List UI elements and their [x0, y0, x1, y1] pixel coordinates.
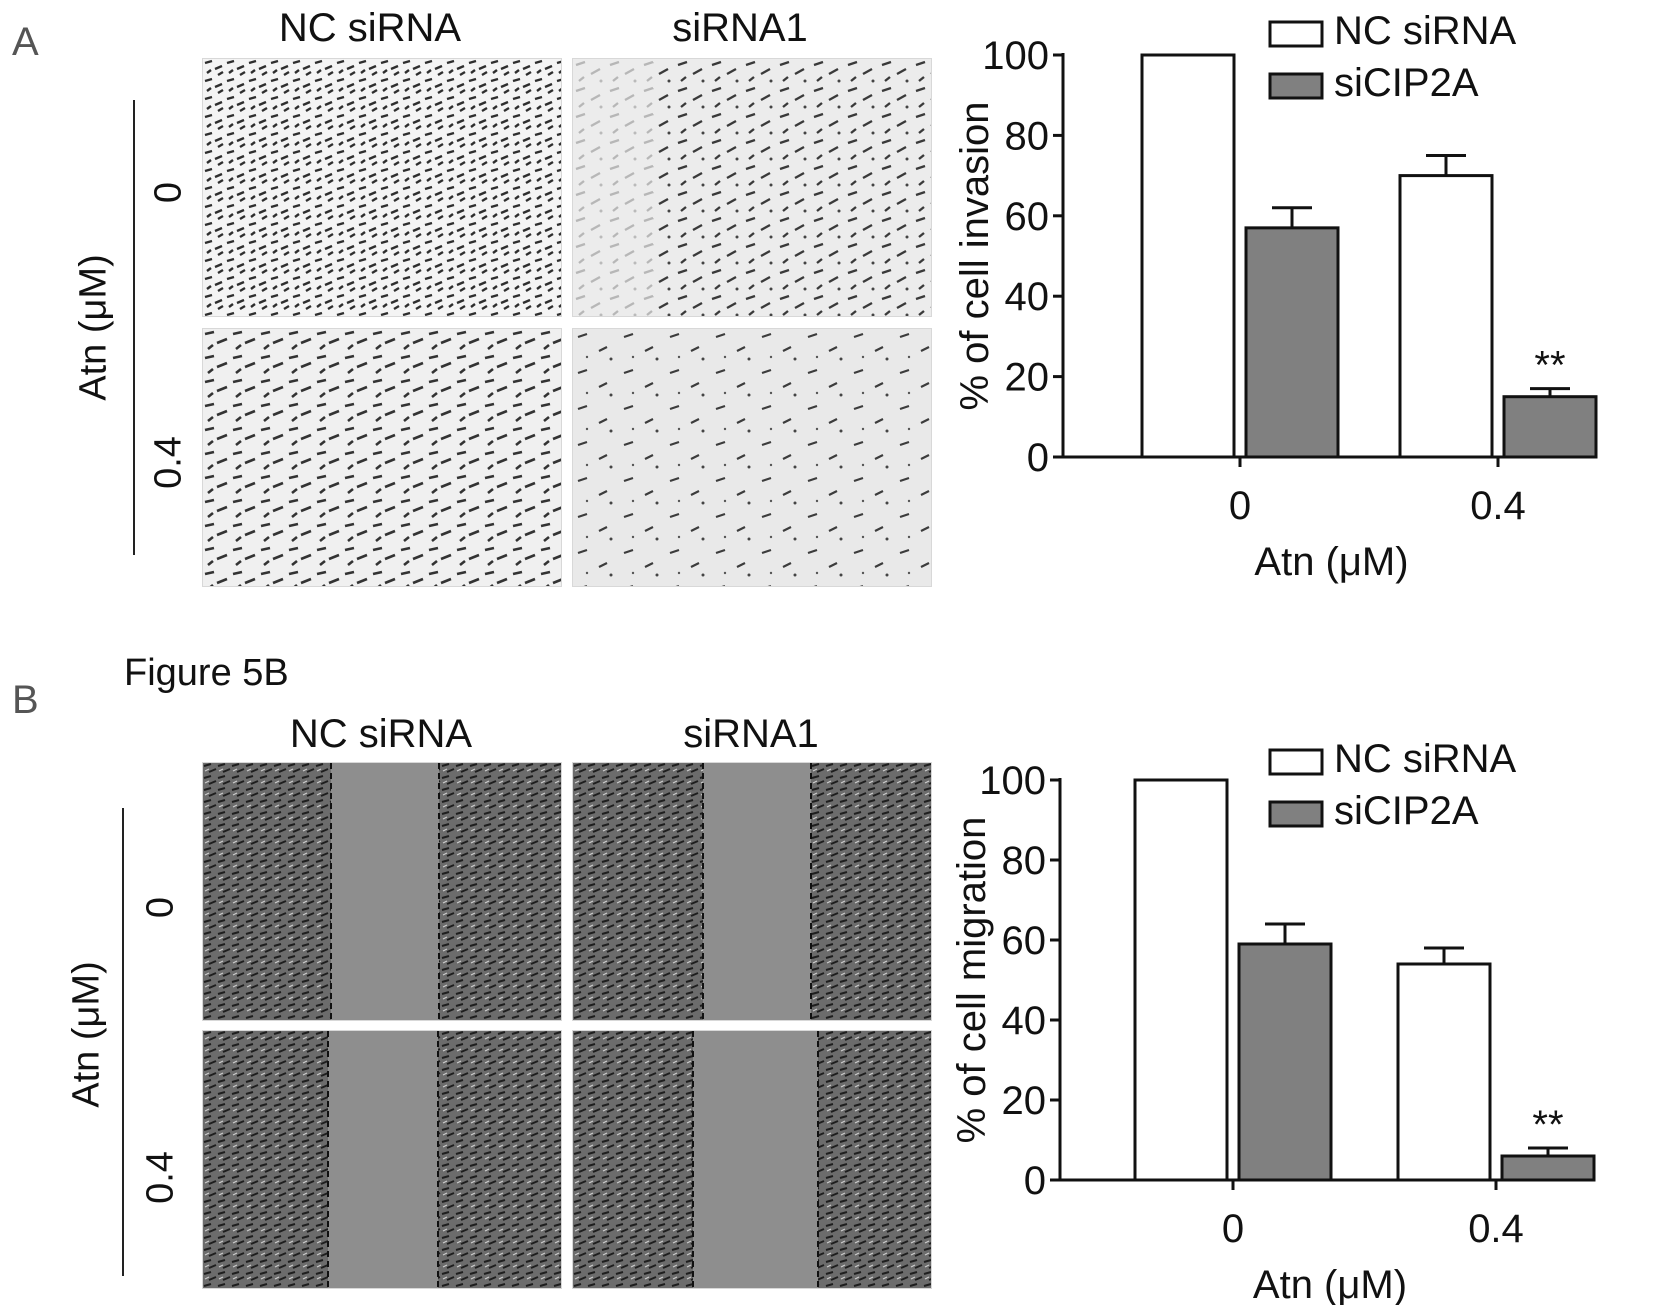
- micrograph-invasion-sirna1-0: [572, 58, 932, 317]
- chart0-legend-swatch-nc-sirna: [1268, 20, 1324, 48]
- column-title-sirna1: siRNA1: [672, 6, 808, 50]
- panel-letter-b: B: [12, 678, 39, 722]
- row-group-bracket: [133, 100, 135, 555]
- chart0-bar-sicip2a-0-4: [1502, 395, 1598, 459]
- chart0-y-tick-label-40: 40: [1005, 275, 1050, 319]
- micrograph-migration-nc-0: [202, 762, 562, 1021]
- chart1-legend-label-nc-sirna: NC siRNA: [1334, 737, 1517, 781]
- micrograph-invasion-nc-0: [202, 58, 562, 317]
- chart1-x-tick-label-0: 0: [1222, 1207, 1244, 1251]
- micrograph-invasion-sirna1-0-4: [572, 328, 932, 587]
- chart0-legend-swatch-sicip2a: [1268, 72, 1324, 100]
- chart1-bar-sicip2a-0-4: [1500, 1154, 1596, 1182]
- chart1-y-axis-label: % of cell migration: [950, 817, 994, 1144]
- chart0-significance-annotation-0: **: [1534, 344, 1565, 388]
- row-group-bracket-b: [122, 808, 124, 1276]
- chart0-bar-nc-sirna-0-4: [1398, 174, 1494, 459]
- chart1-y-tick-label-20: 20: [1002, 1079, 1047, 1123]
- micrograph-migration-nc-0-4: [202, 1030, 562, 1289]
- figure-caption: Figure 5B: [124, 652, 289, 694]
- chart1-bar-nc-sirna-0-4: [1396, 962, 1492, 1182]
- micrograph-invasion-nc-0-4: [202, 328, 562, 587]
- chart1-legend-swatch-nc-sirna: [1268, 748, 1324, 776]
- chart1-x-tick-label-0-4: 0.4: [1468, 1207, 1524, 1251]
- row-label-0-b: 0: [139, 896, 182, 919]
- panel-letter-a: A: [12, 20, 39, 64]
- chart1-x-axis-label: Atn (μM): [1253, 1263, 1407, 1305]
- row-group-label-b: Atn (μM): [65, 961, 108, 1108]
- chart0-y-tick-label-100: 100: [982, 34, 1049, 78]
- chart1-y-tick-label-60: 60: [1002, 919, 1047, 963]
- chart0-x-axis-label: Atn (μM): [1254, 540, 1408, 584]
- chart0-y-tick-label-0: 0: [1027, 436, 1049, 480]
- chart0-bar-sicip2a-0: [1244, 226, 1340, 459]
- micrograph-migration-sirna1-0: [572, 762, 932, 1021]
- row-label-0-4: 0.4: [147, 436, 190, 489]
- chart1-legend-swatch-sicip2a: [1268, 800, 1324, 828]
- row-group-label: Atn (μM): [72, 254, 115, 401]
- chart0-y-tick-label-60: 60: [1005, 195, 1050, 239]
- chart1-significance-annotation-0: **: [1532, 1103, 1563, 1147]
- chart1-y-tick-label-100: 100: [979, 759, 1046, 803]
- row-label-0-4-b: 0.4: [139, 1151, 182, 1204]
- chart1-legend-label-sicip2a: siCIP2A: [1334, 789, 1479, 833]
- migration-bar-chart: 0 20 40 60 80 100 0 0.4 ** Atn (μM) % of cell migr…: [950, 737, 1596, 1305]
- column-title-sirna1-b: siRNA1: [683, 712, 819, 756]
- chart0-y-tick-label-80: 80: [1005, 114, 1050, 158]
- chart1-bar-nc-sirna-0: [1133, 778, 1229, 1182]
- chart0-y-axis-label: % of cell invasion: [953, 101, 997, 410]
- row-label-0: 0: [147, 181, 190, 204]
- column-title-nc-sirna-b: NC siRNA: [289, 712, 473, 756]
- chart0-legend-label-sicip2a: siCIP2A: [1334, 61, 1479, 105]
- chart1-y-tick-label-80: 80: [1002, 839, 1047, 883]
- chart0-x-tick-label-0-4: 0.4: [1470, 484, 1526, 528]
- invasion-bar-chart: 0 20 40 60 80 100 0 0.4 ** Atn (μM) % of cell inva…: [953, 9, 1598, 584]
- micrograph-migration-sirna1-0-4: [572, 1030, 932, 1289]
- chart0-bar-nc-sirna-0: [1140, 53, 1236, 459]
- chart1-bar-sicip2a-0: [1237, 942, 1333, 1182]
- chart0-legend-label-nc-sirna: NC siRNA: [1334, 9, 1517, 53]
- column-title-nc-sirna: NC siRNA: [278, 6, 462, 50]
- chart0-x-tick-label-0: 0: [1229, 484, 1251, 528]
- chart0-y-tick-label-20: 20: [1005, 356, 1050, 400]
- chart1-y-tick-label-0: 0: [1024, 1159, 1046, 1203]
- chart1-y-tick-label-40: 40: [1002, 999, 1047, 1043]
